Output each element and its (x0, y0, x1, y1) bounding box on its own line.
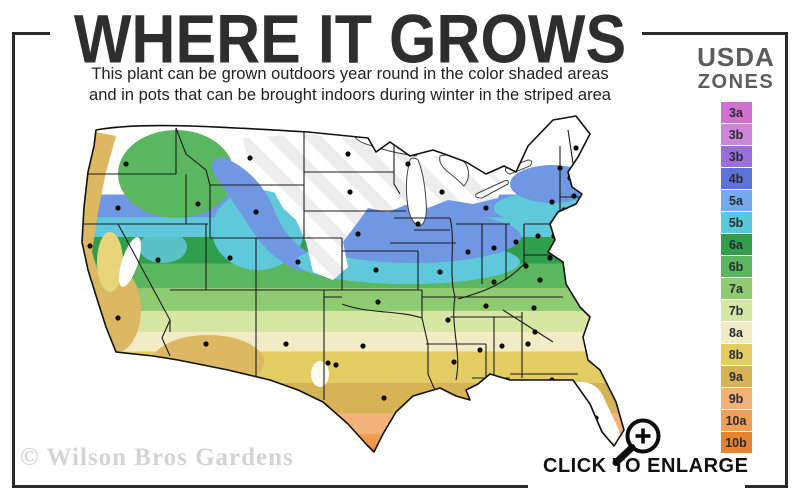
legend-zone-label: 7a (729, 281, 743, 296)
south-florida-white-area (572, 381, 621, 444)
legend-zone-label: 10b (725, 435, 747, 450)
frame-border-bottom-left (12, 485, 528, 488)
frame-border-top-right (642, 32, 788, 35)
click-to-enlarge-label[interactable]: CLICK TO ENLARGE (543, 455, 749, 477)
legend-zone-label: 10a (725, 413, 747, 428)
legend-zone-label: 4b (728, 171, 744, 186)
legend-title-usda: USDA (697, 42, 775, 72)
legend-zone-item: 3b (720, 146, 752, 167)
state-borders (82, 127, 584, 403)
usda-zones-legend: USDA ZONES 3a 3b 3b 4b 5a 5b 6a 6b (686, 44, 786, 454)
legend-zone-label: 8b (728, 347, 744, 362)
frame-border-bottom-right (745, 485, 788, 488)
subtitle-line-1: This plant can be grown outdoors year ro… (91, 65, 609, 83)
legend-zone-label: 3a (729, 105, 743, 120)
legend-zone-label: 7b (728, 303, 744, 318)
us-outline (81, 115, 625, 453)
watermark: © Wilson Bros Gardens (20, 444, 294, 471)
legend-zone-item: 7b (720, 300, 752, 321)
page-subtitle: This plant can be grown outdoors year ro… (40, 64, 660, 106)
striped-area (243, 134, 503, 280)
legend-zone-list: 3a 3b 3b 4b 5a 5b 6a 6b 7a 7b (720, 102, 752, 453)
legend-zone-item: 5b (720, 212, 752, 233)
legend-zone-item: 9a (720, 366, 752, 387)
legend-zone-label: 9a (729, 369, 743, 384)
central-valley-area (97, 232, 123, 292)
newengland-blue-area (510, 165, 594, 203)
sierra-white-patch (118, 237, 142, 287)
frame-border-right (785, 32, 788, 488)
legend-zone-item: 8b (720, 344, 752, 365)
legend-zone-label: 9b (728, 391, 744, 406)
frame-border-top-left (12, 32, 50, 35)
legend-zone-item: 6b (720, 256, 752, 277)
legend-zone-item: 5a (720, 190, 752, 211)
legend-zone-label: 5b (728, 215, 744, 230)
legend-zone-item: 4b (720, 168, 752, 189)
page-title: WHERE IT GROWS (73, 1, 627, 78)
legend-zone-label: 6b (728, 259, 744, 274)
legend-zone-item: 10b (720, 432, 752, 453)
legend-zone-item: 3b (720, 124, 752, 145)
legend-zone-label: 3b (728, 149, 744, 164)
legend-title-zones: ZONES (697, 71, 775, 93)
frame-border-left (12, 32, 15, 488)
subtitle-line-2: and in pots that can be brought indoors … (89, 86, 611, 104)
rockies-blue-area (211, 157, 312, 272)
nevada-cyan-area (139, 231, 187, 263)
legend-zone-label: 5a (729, 193, 743, 208)
legend-zone-item: 9b (720, 388, 752, 409)
usda-zone-map[interactable] (58, 112, 673, 464)
legend-zone-item: 3a (720, 102, 752, 123)
legend-zone-item: 8a (720, 322, 752, 343)
legend-zone-label: 8a (729, 325, 743, 340)
legend-zone-item: 7a (720, 278, 752, 299)
legend-zone-item: 10a (720, 410, 752, 431)
legend-zone-label: 6a (729, 237, 743, 252)
magnifier-plus-icon[interactable] (603, 410, 665, 472)
legend-zone-label: 3b (728, 127, 744, 142)
legend-zone-item: 6a (720, 234, 752, 255)
